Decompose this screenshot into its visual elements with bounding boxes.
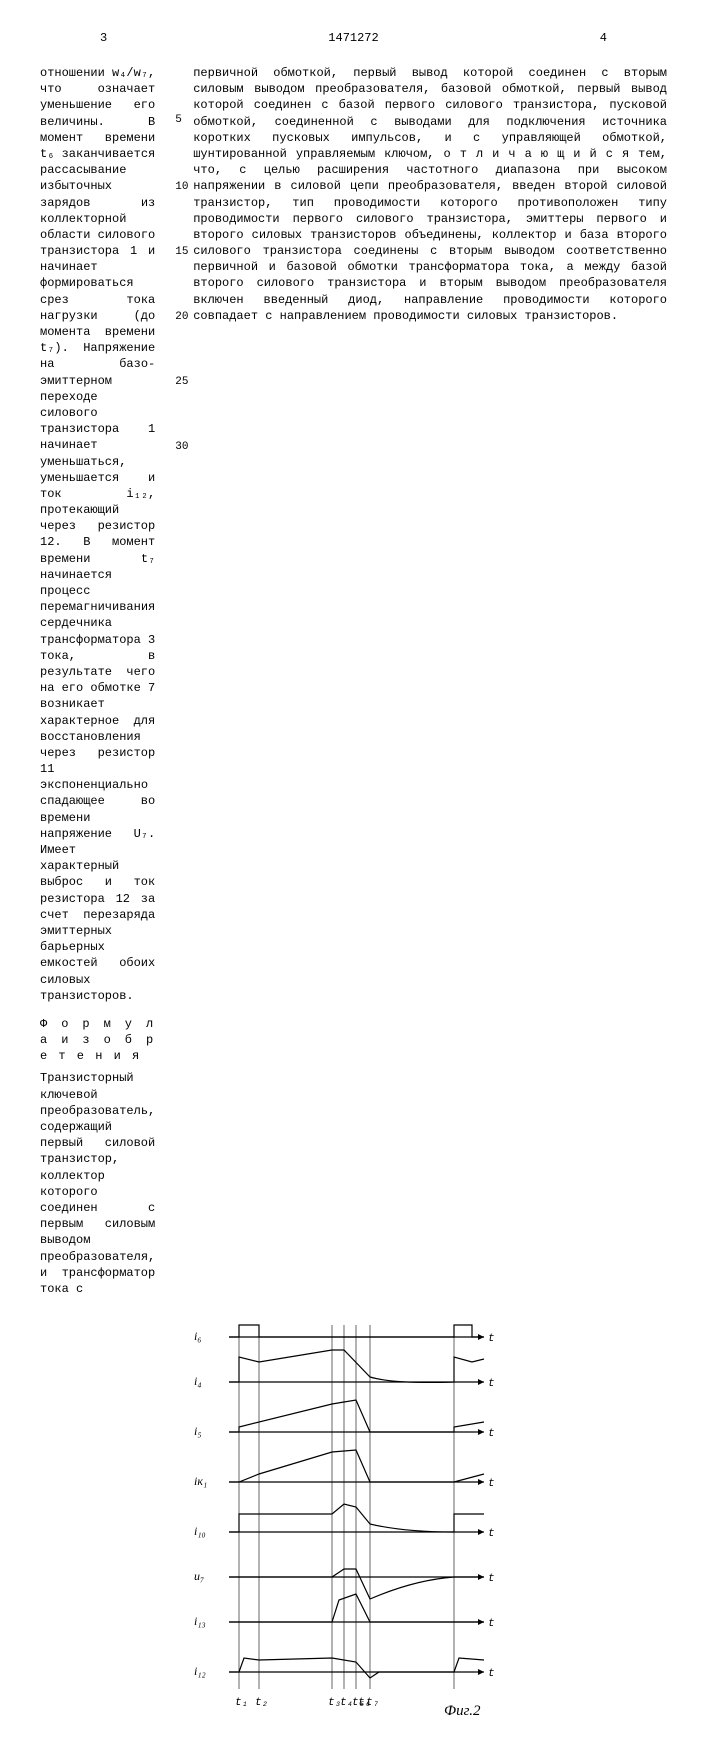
formula-heading: Ф о р м у л а и з о б р е т е н и я — [40, 1016, 155, 1065]
svg-text:i₄: i₄ — [194, 1374, 202, 1388]
document-number: 1471272 — [328, 30, 378, 46]
line-marker: 20 — [175, 310, 188, 325]
timing-diagram: i₆ti₄ti₅tiк₁ti₁₀tu₇ti₁₃ti₁₂tt₁t₂t₃t₄t₅t₇… — [184, 1317, 524, 1717]
right-para-1: первичной обмоткой, первый вывод которой… — [193, 65, 667, 324]
svg-text:Фиг.2: Фиг.2 — [444, 1703, 481, 1717]
svg-text:t₆: t₆ — [358, 1697, 371, 1709]
svg-text:t: t — [488, 1528, 495, 1540]
page-number-left: 3 — [100, 30, 107, 46]
svg-text:i₁₂: i₁₂ — [194, 1664, 206, 1678]
svg-text:t: t — [488, 1668, 495, 1680]
svg-text:t: t — [488, 1573, 495, 1585]
svg-text:t: t — [488, 1618, 495, 1630]
page-header: 3 1471272 4 — [40, 30, 667, 50]
line-marker: 25 — [175, 375, 188, 390]
line-marker: 10 — [175, 180, 188, 195]
svg-text:iк₁: iк₁ — [194, 1474, 207, 1488]
svg-text:t: t — [488, 1333, 495, 1345]
svg-text:u₇: u₇ — [194, 1569, 204, 1583]
svg-text:i₁₃: i₁₃ — [194, 1614, 206, 1628]
page-number-right: 4 — [600, 30, 607, 46]
svg-text:t: t — [488, 1478, 495, 1490]
right-column: первичной обмоткой, первый вывод которой… — [193, 65, 667, 1297]
line-number-gutter: 5 10 15 20 25 30 — [175, 65, 193, 1297]
left-para-2: Транзисторный ключевой преобразователь, … — [40, 1070, 155, 1297]
svg-text:i₆: i₆ — [194, 1329, 202, 1343]
svg-text:i₁₀: i₁₀ — [194, 1524, 206, 1538]
svg-text:t₂: t₂ — [255, 1697, 268, 1709]
svg-text:i₅: i₅ — [194, 1424, 202, 1438]
left-para-1: отношении w₄/w₇, что означает уменьшение… — [40, 65, 155, 1004]
svg-text:t: t — [488, 1378, 495, 1390]
line-marker: 15 — [175, 245, 188, 260]
line-marker: 30 — [175, 440, 188, 455]
svg-text:t: t — [488, 1428, 495, 1440]
line-marker: 5 — [175, 113, 182, 128]
left-column: отношении w₄/w₇, что означает уменьшение… — [40, 65, 155, 1297]
svg-text:t₁: t₁ — [235, 1697, 248, 1709]
text-columns: отношении w₄/w₇, что означает уменьшение… — [40, 65, 667, 1297]
